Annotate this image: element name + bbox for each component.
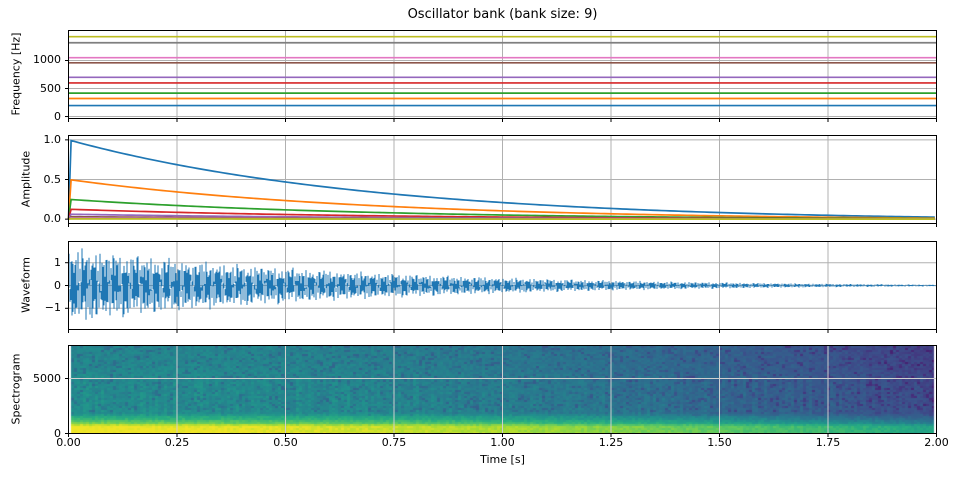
x-tick-label: 2.00 [924, 436, 949, 449]
frequency-grid [68, 30, 937, 119]
x-tick-label: 0.75 [381, 436, 407, 449]
waveform-ytick-label: 1 [54, 255, 61, 269]
waveform-ytick-label: −1 [44, 301, 61, 315]
waveform-ytick-label: 0 [54, 278, 61, 292]
x-tick-label: 0.50 [273, 436, 298, 449]
spectrogram-ytick-label: 5000 [33, 371, 61, 385]
frequency-ytick-label: 0 [54, 109, 61, 123]
figure-title: Oscillator bank (bank size: 9) [407, 7, 598, 22]
amplitude-ytick-label: 0.5 [43, 172, 62, 186]
spectrogram-ytick-label: 0 [54, 426, 61, 440]
frequency-ytick-label: 500 [40, 81, 61, 95]
x-tick-label: 1.00 [490, 436, 515, 449]
amplitude-ytick-label: 0.0 [43, 212, 62, 226]
tick-marks [65, 59, 937, 437]
x-axis-label: Time [s] [480, 453, 525, 466]
frequency-ytick-label: 1000 [33, 53, 61, 67]
x-tick-label: 1.75 [815, 436, 841, 449]
x-tick-label: 0.00 [56, 436, 81, 449]
amplitude-curves [67, 139, 935, 220]
frequency-lines [68, 35, 937, 107]
amplitude-ytick-label: 1.0 [43, 132, 62, 146]
x-tick-label: 1.25 [598, 436, 624, 449]
spectrogram-grid [68, 345, 937, 434]
x-tick-label: 0.25 [164, 436, 190, 449]
x-tick-label: 1.50 [707, 436, 732, 449]
